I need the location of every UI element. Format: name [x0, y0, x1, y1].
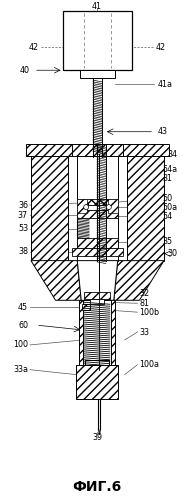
Bar [76, 365, 118, 399]
Text: 42: 42 [155, 43, 165, 52]
Text: 34: 34 [167, 150, 177, 159]
Polygon shape [31, 260, 81, 300]
Bar [85, 360, 109, 365]
Bar [90, 299, 104, 304]
Text: 54: 54 [162, 212, 172, 221]
Bar [77, 156, 118, 260]
Polygon shape [114, 260, 164, 300]
Text: 33a: 33a [13, 365, 28, 374]
Text: 100a: 100a [139, 360, 159, 369]
Text: 50: 50 [162, 194, 172, 203]
Text: 35: 35 [162, 238, 172, 247]
Bar [108, 199, 118, 213]
Text: 100: 100 [13, 340, 28, 349]
Bar [77, 238, 118, 248]
Text: 60: 60 [18, 320, 28, 329]
Text: 100b: 100b [139, 308, 160, 317]
Text: 39: 39 [92, 433, 102, 442]
Bar [72, 144, 123, 156]
Text: 41: 41 [92, 2, 102, 11]
Bar [127, 156, 164, 260]
Text: 53: 53 [18, 225, 28, 234]
Bar [77, 210, 118, 218]
Text: 54a: 54a [162, 165, 177, 174]
Text: 43: 43 [157, 127, 167, 136]
Text: 45: 45 [18, 303, 28, 312]
Bar [77, 199, 87, 213]
Polygon shape [77, 260, 118, 300]
Text: 42: 42 [29, 43, 39, 52]
Text: 32: 32 [139, 289, 150, 298]
Text: 31: 31 [162, 174, 172, 183]
Text: 41a: 41a [157, 80, 172, 89]
Bar [77, 199, 118, 205]
Text: 50a: 50a [162, 203, 177, 212]
Text: 40: 40 [19, 66, 29, 75]
Text: ФИГ.6: ФИГ.6 [72, 480, 122, 494]
Bar [72, 248, 123, 255]
Circle shape [84, 205, 89, 210]
Bar [31, 156, 68, 260]
Bar [63, 11, 132, 70]
Text: 36: 36 [18, 201, 28, 210]
Bar [79, 300, 115, 365]
Bar [26, 144, 169, 156]
Bar [77, 205, 118, 210]
Bar [83, 300, 111, 365]
Bar [82, 304, 90, 310]
Text: 38: 38 [18, 247, 28, 256]
Circle shape [106, 205, 111, 210]
Text: 30: 30 [167, 249, 177, 258]
Bar [80, 70, 115, 78]
Bar [84, 292, 110, 299]
Text: 81: 81 [139, 299, 149, 308]
Text: 37: 37 [18, 211, 28, 220]
Text: 33: 33 [139, 327, 149, 336]
